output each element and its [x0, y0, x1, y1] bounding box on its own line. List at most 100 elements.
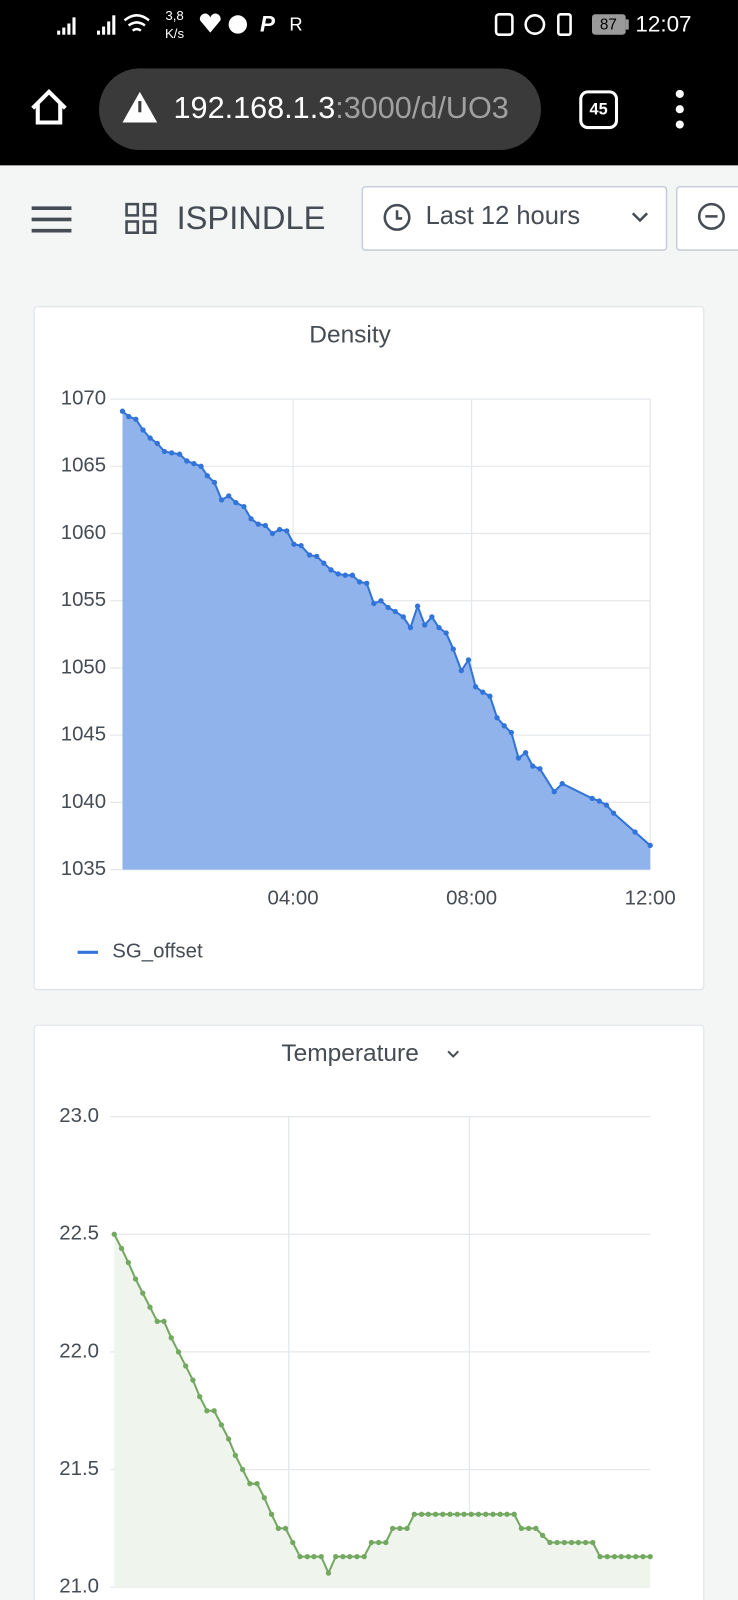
data-point: [176, 451, 183, 457]
url-path: :3000/d/UO3: [335, 91, 509, 125]
data-point: [551, 789, 557, 795]
side-menu-button[interactable]: [31, 206, 72, 233]
dashboard-title[interactable]: ISPINDLE: [177, 199, 326, 236]
data-point: [504, 1511, 510, 1517]
data-point: [397, 1525, 403, 1532]
data-point: [515, 755, 522, 761]
battery-level: 87: [600, 17, 617, 34]
data-point: [147, 435, 153, 441]
y-tick-label: 1050: [61, 656, 106, 678]
data-point: [297, 1553, 303, 1560]
data-point: [168, 1335, 174, 1341]
data-point: [184, 458, 190, 464]
data-point: [211, 479, 218, 486]
x-tick-label: 04:00: [267, 888, 318, 910]
data-point: [225, 1436, 232, 1442]
time-picker[interactable]: [361, 186, 668, 251]
data-point: [447, 1511, 453, 1517]
data-point: [290, 1539, 296, 1546]
data-point: [318, 1553, 324, 1560]
url-host: 192.168.1.3: [174, 91, 336, 125]
data-point: [154, 1318, 160, 1324]
data-point: [255, 521, 261, 527]
time-picker-chevron: [631, 212, 649, 223]
data-point: [425, 1511, 431, 1517]
data-point: [640, 1553, 646, 1560]
data-point: [647, 1553, 653, 1560]
data-point: [268, 1511, 275, 1517]
panel-title[interactable]: Density: [309, 321, 391, 348]
data-point: [604, 1553, 610, 1560]
data-point: [298, 542, 304, 549]
y-tick-label: 1070: [61, 387, 106, 409]
data-point: [472, 684, 479, 690]
data-point: [269, 530, 276, 537]
data-point: [490, 1511, 496, 1517]
data-point: [248, 516, 254, 522]
panel-title[interactable]: Temperature: [281, 1040, 418, 1067]
y-tick-label: 1060: [61, 522, 106, 544]
data-point: [610, 810, 617, 816]
data-point: [454, 1511, 460, 1517]
data-point: [480, 689, 486, 695]
menu-button[interactable]: [675, 89, 684, 129]
data-point: [335, 571, 341, 577]
data-point: [354, 1553, 360, 1560]
data-point: [404, 1525, 410, 1532]
data-point: [418, 1511, 425, 1517]
y-tick-label: 1065: [61, 455, 106, 477]
zoom-out-button[interactable]: [675, 186, 738, 251]
url-bar[interactable]: [99, 68, 541, 151]
data-point: [611, 1553, 618, 1560]
data-point: [349, 572, 356, 578]
data-point: [432, 1511, 439, 1517]
data-point: [241, 503, 247, 510]
time-range: Last 12 hours: [426, 202, 581, 230]
battery: [592, 14, 626, 35]
data-point: [458, 668, 464, 674]
url: 192.168.1.3:3000/d/UO3: [174, 91, 509, 125]
y-tick-label: 21.5: [59, 1458, 99, 1480]
data-point: [633, 1553, 639, 1560]
data-point: [340, 1553, 346, 1560]
y-tick-label: 1055: [61, 589, 106, 611]
data-point: [440, 1511, 446, 1517]
data-point: [218, 1422, 225, 1428]
x-tick-label: 08:00: [446, 888, 497, 910]
data-point: [450, 646, 456, 652]
clock-icon: [383, 203, 411, 231]
data-point: [275, 1525, 281, 1532]
data-point: [618, 1553, 624, 1560]
data-point: [140, 1290, 146, 1296]
panel-menu-chevron[interactable]: [447, 1050, 460, 1058]
data-point: [126, 413, 132, 420]
clock-hands: [395, 210, 403, 220]
signal-icons: [57, 14, 150, 35]
data-point: [239, 1466, 246, 1473]
data-point: [347, 1553, 353, 1560]
data-point: [276, 526, 283, 533]
tabs-button[interactable]: [579, 90, 619, 130]
data-point: [375, 1539, 382, 1546]
data-point: [392, 608, 398, 615]
data-point: [282, 1525, 289, 1532]
status-icons: [494, 13, 572, 36]
data-point: [284, 528, 290, 534]
data-point: [361, 1553, 367, 1560]
data-point: [647, 842, 653, 849]
data-point: [494, 715, 500, 721]
data-point: [539, 1532, 546, 1539]
data-point: [603, 802, 610, 808]
data-point: [356, 579, 363, 585]
y-tick-label: 21.0: [59, 1576, 99, 1598]
home-button[interactable]: [31, 88, 67, 125]
data-point: [118, 1245, 125, 1252]
data-point: [147, 1304, 153, 1310]
data-point: [554, 1539, 560, 1546]
dashboard-icon: [125, 202, 157, 234]
data-point: [232, 1452, 239, 1459]
data-point: [468, 1511, 474, 1517]
